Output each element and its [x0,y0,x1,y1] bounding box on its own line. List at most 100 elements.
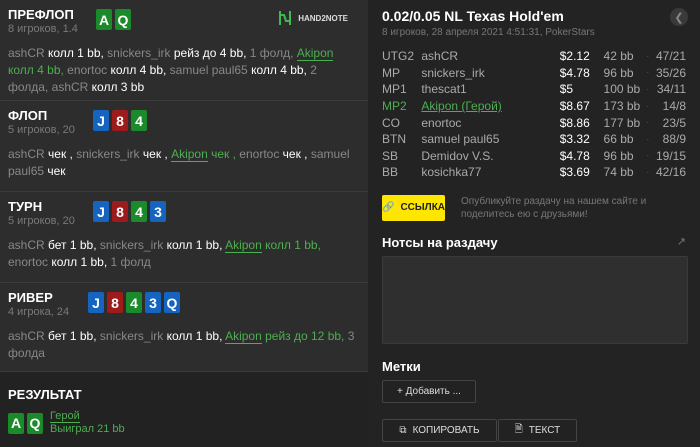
action-text: snickers_irk [107,46,174,60]
separator-dot: · [646,118,650,128]
card: Q [164,292,180,313]
player-name: kosichka77 [421,165,482,180]
back-button[interactable]: ❮ [670,8,688,26]
separator-dot: · [646,167,650,177]
player-stack-bb: 100 bb [603,82,641,97]
link-button-label: ССЫЛКА [400,202,446,214]
separator-dot: · [646,151,650,161]
action-text: колл 1 bb, [51,255,111,269]
player-stats: 42/16 [655,165,686,180]
player-row: MP2 Akipon (Герой) $8.67 173 bb · 14/8 [382,98,686,115]
action-text: рейз до 12 bb, [261,329,348,343]
chevron-left-icon: ❮ [674,11,684,24]
street-2: ТУРН 5 игроков, 20 J 8 4 3 ashCR бет 1 bb, sni… [0,192,368,283]
action-text: 1 фолд [110,255,151,269]
separator-dot: · [646,101,650,111]
player-row: BTN samuel paul65 $3.32 66 bb · 88/9 [382,131,686,148]
player-stats: 35/26 [655,65,686,80]
result-won: Выиграл 21 bb [50,423,125,435]
action-text: enortoc [67,63,111,77]
action-text: рейз до 4 bb, [173,46,250,60]
player-stack: $8.86 [559,115,590,130]
player-stack: $3.69 [559,165,590,180]
hero-link[interactable]: Akipon [296,46,334,61]
player-position: MP1 [382,82,407,97]
external-link-icon[interactable]: ↗ [676,235,686,248]
action-text: 3 фолда [8,329,355,360]
player-stack: $3.32 [559,132,590,147]
player-position: MP [382,65,400,80]
separator-dot: · [646,68,650,78]
action-text: ashCR [8,147,49,161]
card: 4 [126,292,142,313]
card: J [88,292,104,313]
player-name: samuel paul65 [421,132,500,147]
hand-info-panel: 0.02/0.05 NL Texas Hold'em 8 игроков, 28… [368,0,700,447]
player-stack-bb: 96 bb [603,148,634,163]
action-text: чек , [207,147,240,161]
hand2note-logo: HAND2NOTE [278,10,348,26]
action-text: колл 1 bb, [261,238,321,252]
result-title: РЕЗУЛЬТАТ [8,387,82,402]
players-table: UTG2 ashCR $2.12 42 bb · 47/21 MP snickers_irk $… [382,48,686,181]
hero-link[interactable]: Akipon [225,329,262,344]
street-actions: ashCR колл 1 bb, snickers_irk рейз до 4 … [8,45,360,96]
copy-label: КОПИРОВАТЬ [412,424,480,436]
player-row: MP snickers_irk $4.78 96 bb · 35/26 [382,65,686,82]
player-stack: $4.78 [559,65,590,80]
player-row: UTG2 ashCR $2.12 42 bb · 47/21 [382,48,686,65]
action-text: 1 фолд, [249,46,297,60]
player-position: UTG2 [382,49,415,64]
player-name: enortoc [421,115,462,130]
player-name: thescat1 [421,82,467,97]
action-text: колл 4 bb, [110,63,170,77]
player-name: ashCR [421,49,459,64]
notes-textarea[interactable] [382,255,688,344]
card: 4 [131,110,147,131]
separator-dot: · [646,134,650,144]
player-position: MP2 [382,99,407,114]
street-title: ТУРН [8,199,43,214]
add-tag-label: + Добавить ... [397,385,461,397]
player-name: snickers_irk [421,65,485,80]
player-row: CO enortoc $8.86 177 bb · 23/5 [382,114,686,131]
player-stack: $2.12 [559,49,590,64]
player-stack: $8.67 [559,99,590,114]
hero-link[interactable]: Akipon [225,238,262,253]
action-text: ashCR [51,80,92,94]
player-stats: 34/11 [656,82,686,97]
player-position: BB [382,165,399,180]
card: A [96,9,112,30]
action-text: бет 1 bb, [48,329,100,343]
player-stack-bb: 74 bb [603,165,634,180]
card: 8 [107,292,123,313]
street-1: ФЛОП 5 игроков, 20 J 8 4 ashCR чек , snickers… [0,101,368,192]
text-button[interactable]: 🗎 ТЕКСТ [498,418,577,442]
logo-icon [279,11,292,25]
separator-dot: · [646,84,650,94]
action-text: ashCR [8,329,49,343]
card: J [93,110,109,131]
card: 4 [131,201,147,222]
player-stack: $4.78 [559,148,590,163]
action-text: enortoc [239,147,283,161]
player-stats: 88/9 [662,132,686,147]
action-text: бет 1 bb, [48,238,100,252]
copy-button[interactable]: ⧉ КОПИРОВАТЬ [382,418,497,442]
hero-link[interactable]: Akipon [171,147,208,162]
hero-link[interactable]: Герой [50,410,80,423]
add-tag-button[interactable]: + Добавить ... [382,379,476,403]
action-text: snickers_irk [76,147,143,161]
street-actions: ashCR бет 1 bb, snickers_irk колл 1 bb, … [8,237,360,271]
tags-title: Метки [382,358,421,374]
hand-meta: 8 игроков, 28 апреля 2021 4:51:31, Poker… [382,27,595,38]
player-stack-bb: 42 bb [603,49,634,64]
player-stack: $5 [559,82,574,97]
player-stats: 47/21 [655,49,686,64]
link-button[interactable]: 🔗 ССЫЛКА [382,194,446,221]
player-stats: 23/5 [662,115,686,130]
action-text: колл 1 bb, [166,329,226,343]
